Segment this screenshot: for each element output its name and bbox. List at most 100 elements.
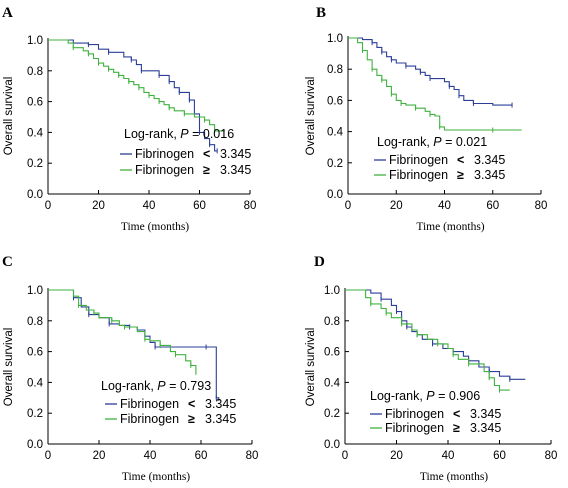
y-tick-label: 0.4 <box>324 377 341 389</box>
y-tick-label: 0.0 <box>324 439 340 451</box>
y-tick-label: 0.8 <box>324 316 340 328</box>
x-tick-label: 40 <box>442 450 455 462</box>
y-tick-label: 0.2 <box>27 158 43 170</box>
y-tick-label: 0.6 <box>27 347 43 359</box>
legend-sign: ≥ <box>453 421 460 435</box>
legend-sign: < <box>457 153 464 167</box>
y-tick-label: 0.6 <box>27 97 43 109</box>
legend-sign: < <box>453 407 460 421</box>
y-tick-label: 1.0 <box>27 285 43 297</box>
y-tick-label: 1.0 <box>327 33 343 45</box>
p-value: = 0.793 <box>166 379 212 393</box>
p-symbol: P <box>180 127 189 141</box>
log-rank-annotation: Log-rank, P = 0.906 <box>370 389 480 403</box>
legend-name: Fibrinogen <box>385 407 444 421</box>
y-tick-label: 0.4 <box>27 377 44 389</box>
p-symbol: P <box>426 389 435 403</box>
y-axis-title: Overall survival <box>3 328 15 407</box>
x-tick-label: 20 <box>92 200 105 212</box>
legend-sign: ≥ <box>203 163 210 177</box>
panel-label: C <box>2 254 13 270</box>
x-tick-label: 80 <box>535 200 548 212</box>
survival-curve-low <box>48 39 218 152</box>
x-tick-label: 20 <box>390 200 403 212</box>
y-axis-title: Overall survival <box>3 77 15 156</box>
log-rank-annotation: Log-rank, P = 0.021 <box>377 135 487 149</box>
panel-label: A <box>2 5 13 21</box>
y-tick-label: 0.8 <box>27 316 43 328</box>
x-tick-label: 60 <box>193 200 206 212</box>
legend-name: Fibrinogen <box>135 163 194 177</box>
legend-name: Fibrinogen <box>120 397 179 411</box>
y-tick-label: 0.4 <box>327 127 344 139</box>
legend-name: Fibrinogen <box>389 153 448 167</box>
x-tick-label: 80 <box>244 200 257 212</box>
panel-label: B <box>316 5 326 21</box>
y-axis-title: Overall survival <box>305 328 317 407</box>
y-tick-label: 0.8 <box>27 66 43 78</box>
x-axis-title: Time (months) <box>420 471 488 483</box>
legend-name: Fibrinogen <box>120 412 179 426</box>
y-tick-label: 0.0 <box>327 189 343 201</box>
x-tick-label: 60 <box>493 450 506 462</box>
log-rank-prefix: Log-rank, <box>101 379 157 393</box>
log-rank-prefix: Log-rank, <box>377 135 433 149</box>
x-tick-label: 0 <box>342 450 348 462</box>
survival-curve-high <box>48 289 197 375</box>
legend-threshold: 3.345 <box>470 407 501 421</box>
legend-threshold: 3.345 <box>474 153 505 167</box>
survival-curve-high <box>345 289 510 391</box>
x-tick-label: 40 <box>143 200 156 212</box>
x-tick-label: 60 <box>195 450 208 462</box>
x-tick-label: 20 <box>390 450 403 462</box>
panel-c: C 0 20 40 60 80 0.0 0.2 0.4 0.6 0.8 1.0 Time (months… <box>2 254 258 483</box>
x-tick-label: 20 <box>93 450 106 462</box>
y-tick-label: 1.0 <box>324 285 340 297</box>
x-tick-label: 0 <box>45 450 51 462</box>
x-axis-title: Time (months) <box>122 471 190 483</box>
legend-threshold: 3.345 <box>205 412 236 426</box>
log-rank-prefix: Log-rank, <box>124 127 180 141</box>
survival-curve-high <box>348 37 522 131</box>
p-value: = 0.906 <box>435 389 481 403</box>
p-symbol: P <box>157 379 166 393</box>
legend-sign: ≥ <box>457 168 464 182</box>
y-tick-label: 0.6 <box>327 95 343 107</box>
legend-sign: < <box>188 397 195 411</box>
legend-name: Fibrinogen <box>389 168 448 182</box>
y-tick-label: 0.2 <box>327 158 343 170</box>
legend-threshold: 3.345 <box>474 168 505 182</box>
panel-b: B 0 20 40 60 80 0.0 0.2 0.4 0.6 0.8 1.0 Time (months… <box>305 5 547 233</box>
y-tick-label: 0.6 <box>324 347 340 359</box>
panel-a: A 0 20 40 60 80 0.0 0.2 0.4 0.6 0.8 1.0 Time (months… <box>2 5 256 233</box>
legend-sign: ≥ <box>188 412 195 426</box>
legend-name: Fibrinogen <box>385 421 444 435</box>
y-tick-label: 0.2 <box>27 408 43 420</box>
legend-threshold: 3.345 <box>220 163 251 177</box>
y-tick-label: 0.2 <box>324 408 340 420</box>
panel-d: D 0 20 40 60 80 0.0 0.2 0.4 0.6 0.8 1.0 Time (months… <box>305 254 557 483</box>
x-axis-title: Time (months) <box>416 221 484 233</box>
x-tick-label: 0 <box>45 200 51 212</box>
log-rank-annotation: Log-rank, P = 0.793 <box>101 379 211 393</box>
y-tick-label: 0.0 <box>27 439 43 451</box>
survival-curve-high <box>48 39 225 132</box>
p-value: = 0.016 <box>189 127 235 141</box>
x-tick-label: 80 <box>545 450 558 462</box>
legend-threshold: 3.345 <box>220 147 251 161</box>
x-tick-label: 40 <box>144 450 157 462</box>
p-value: = 0.021 <box>442 135 488 149</box>
y-axis-title: Overall survival <box>305 77 317 156</box>
p-symbol: P <box>433 135 442 149</box>
legend-threshold: 3.345 <box>205 397 236 411</box>
y-tick-label: 0.4 <box>27 127 44 139</box>
y-tick-label: 0.0 <box>27 189 43 201</box>
legend-name: Fibrinogen <box>135 147 194 161</box>
x-tick-label: 80 <box>246 450 259 462</box>
log-rank-prefix: Log-rank, <box>370 389 426 403</box>
x-tick-label: 60 <box>486 200 499 212</box>
y-tick-label: 1.0 <box>27 35 43 47</box>
log-rank-annotation: Log-rank, P = 0.016 <box>124 127 234 141</box>
y-tick-label: 0.8 <box>327 64 343 76</box>
